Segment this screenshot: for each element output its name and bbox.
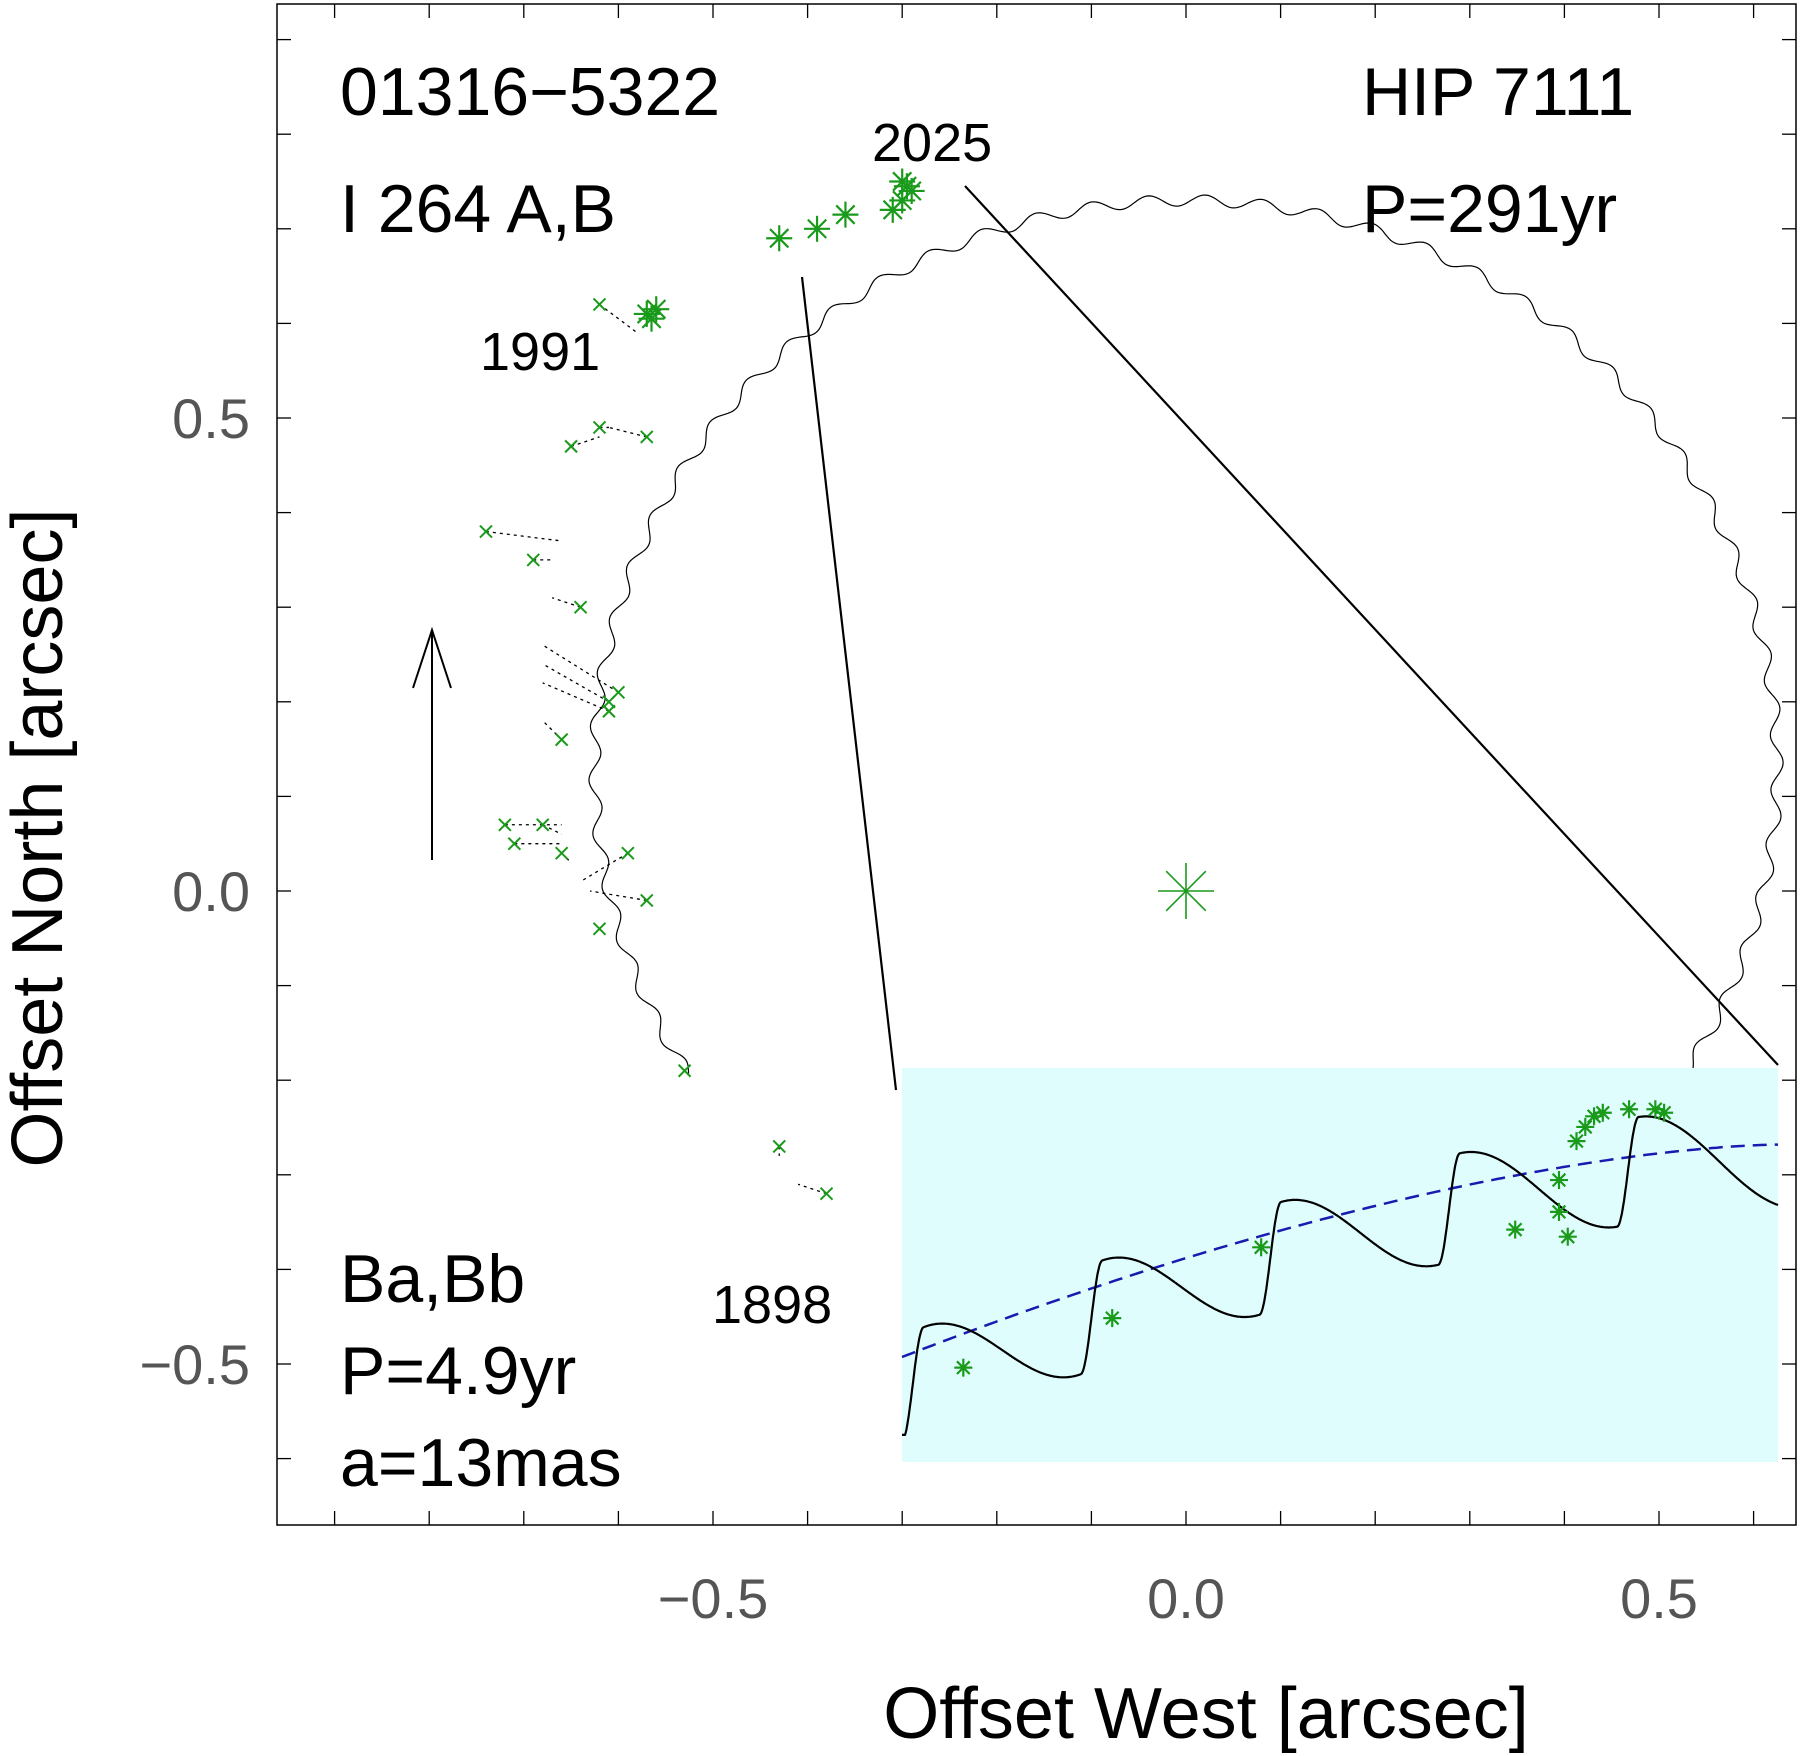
inset-point	[1550, 1202, 1568, 1221]
epoch-2025-label: 2025	[872, 113, 992, 173]
zoom-line-left	[800, 276, 898, 1091]
micrometer-point	[772, 1139, 786, 1154]
zoom-line-right	[964, 185, 1779, 1066]
y-tick-label: 0.0	[172, 860, 250, 923]
tick-marks	[277, 4, 1796, 1525]
micrometer-point	[621, 846, 635, 860]
epoch-1991-label: 1991	[480, 322, 600, 382]
speckle-point	[898, 177, 925, 204]
micrometer-point	[640, 893, 654, 908]
residual-line	[542, 824, 562, 835]
inset-point	[1558, 1227, 1577, 1246]
y-tick-label: 0.5	[172, 387, 250, 450]
micrometer-point	[602, 704, 616, 718]
micrometer-point	[507, 836, 522, 851]
micrometer-point	[592, 297, 607, 312]
micrometer-point	[640, 430, 654, 444]
inset-point	[1620, 1100, 1639, 1119]
micrometer-point	[819, 1187, 834, 1201]
x-axis-title: Offset West [arcsec]	[883, 1674, 1529, 1754]
residual-line	[589, 890, 647, 902]
inset-point	[1103, 1309, 1122, 1328]
micrometer-point	[677, 1064, 692, 1078]
primary-star	[1158, 863, 1214, 919]
residual-line	[485, 530, 562, 542]
inset-panel	[901, 1068, 1779, 1462]
measurement-residuals	[485, 303, 827, 1195]
residual-line	[580, 852, 629, 883]
inset-point	[1567, 1132, 1586, 1151]
speckle-point	[766, 225, 793, 252]
speckle-point	[633, 300, 660, 327]
micrometer-point	[498, 818, 512, 832]
system-id-label: 01316−5322	[340, 54, 720, 130]
inset-point	[1252, 1238, 1271, 1257]
micrometer-point	[554, 732, 569, 747]
micrometer-point	[536, 818, 550, 832]
inset-point	[1655, 1103, 1674, 1122]
micrometer-measurements	[479, 297, 834, 1201]
micrometer-point	[479, 524, 493, 539]
micrometer-point	[564, 439, 578, 454]
residual-line	[599, 303, 638, 334]
x-tick-label: 0.5	[1620, 1567, 1698, 1630]
inset-point	[1550, 1171, 1568, 1190]
speckle-point	[804, 215, 831, 242]
tick-labels: −0.5 0.0 0.5 −0.5 0.0 0.5	[139, 387, 1697, 1630]
residual-line	[797, 1183, 827, 1195]
micrometer-point	[592, 922, 607, 936]
residual-line	[542, 663, 610, 703]
inset-measurements	[954, 1100, 1674, 1377]
inset-point	[1506, 1220, 1525, 1239]
speckle-measurements	[633, 168, 925, 332]
inset-outer-orbit	[901, 1143, 1779, 1359]
outer-period-label: P=291yr	[1362, 171, 1617, 247]
residual-line	[542, 682, 610, 712]
inset-point	[1576, 1117, 1595, 1136]
residual-line	[570, 436, 600, 447]
residual-line	[542, 720, 563, 741]
inset-background	[902, 1068, 1778, 1462]
micrometer-point	[573, 600, 588, 614]
north-arrow	[412, 626, 452, 860]
inner-pair-label: Ba,Bb	[340, 1241, 525, 1317]
x-tick-label: 0.0	[1147, 1567, 1225, 1630]
y-tick-label: −0.5	[139, 1333, 250, 1396]
hip-label: HIP 7111	[1362, 54, 1634, 130]
inset-wobbly-orbit	[902, 1115, 1779, 1436]
inner-axis-label: a=13mas	[340, 1425, 622, 1501]
speckle-point	[643, 296, 670, 323]
residual-line	[551, 597, 581, 608]
y-axis-title: Offset North [arcsec]	[0, 509, 78, 1168]
inset-point	[954, 1358, 973, 1377]
micrometer-point	[554, 846, 569, 860]
primary-star-marker	[1158, 863, 1214, 919]
component-label: I 264 A,B	[340, 171, 616, 247]
residual-line	[542, 644, 619, 693]
inner-period-label: P=4.9yr	[340, 1333, 576, 1409]
inset-point	[1593, 1103, 1612, 1122]
micrometer-point	[592, 420, 607, 435]
micrometer-point	[602, 695, 616, 709]
plot-frame	[276, 3, 1797, 1526]
epoch-1898-label: 1898	[712, 1275, 832, 1335]
micrometer-point	[526, 553, 540, 567]
x-tick-label: −0.5	[658, 1567, 769, 1630]
speckle-point	[832, 201, 859, 228]
